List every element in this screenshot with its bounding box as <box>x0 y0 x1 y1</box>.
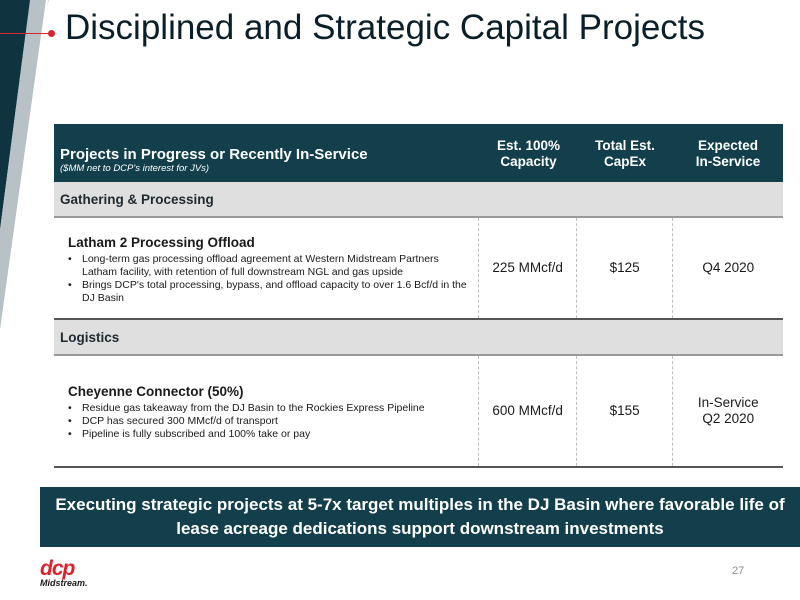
project-bullets: Long-term gas processing offload agreeme… <box>68 253 472 305</box>
logo-subtitle: Midstream. <box>40 578 88 588</box>
company-logo: dcp Midstream. <box>40 557 100 589</box>
project-name: Latham 2 Processing Offload <box>68 235 255 250</box>
project-name: Cheyenne Connector (50%) <box>68 384 244 399</box>
logo-word: dcp <box>40 557 75 580</box>
summary-banner: Executing strategic projects at 5-7x tar… <box>40 487 800 547</box>
section-logistics: Logistics <box>54 320 783 356</box>
page-number: 27 <box>732 565 745 577</box>
header-capex-line2: CapEx <box>603 154 647 169</box>
in-service-cell: Q4 2020 <box>672 218 783 318</box>
in-service-line2: Q2 2020 <box>702 411 755 426</box>
page-title: Disciplined and Strategic Capital Projec… <box>65 8 706 47</box>
project-description: Latham 2 Processing Offload Long-term ga… <box>54 218 478 318</box>
project-description: Cheyenne Connector (50%) Residue gas tak… <box>54 356 478 466</box>
bullet-item: Pipeline is fully subscribed and 100% ta… <box>68 428 472 441</box>
in-service-cell: In-Service Q2 2020 <box>672 356 783 466</box>
section-gathering-processing: Gathering & Processing <box>54 182 783 218</box>
capex-cell: $155 <box>575 356 673 466</box>
table-row: Cheyenne Connector (50%) Residue gas tak… <box>54 356 783 468</box>
project-bullets: Residue gas takeaway from the DJ Basin t… <box>68 402 472 441</box>
capacity-cell: 225 MMcf/d <box>478 218 576 318</box>
header-title-cell: Projects in Progress or Recently In-Serv… <box>54 124 480 182</box>
header-capacity: Est. 100% Capacity <box>480 124 577 182</box>
header-title: Projects in Progress or Recently In-Serv… <box>60 146 368 163</box>
header-in-service-line2: In-Service <box>695 154 761 169</box>
table-row: Latham 2 Processing Offload Long-term ga… <box>54 218 783 320</box>
header-capex: Total Est. CapEx <box>577 124 673 182</box>
header-subtitle: ($MM net to DCP's interest for JVs) <box>60 163 210 174</box>
summary-banner-text: Executing strategic projects at 5-7x tar… <box>55 495 785 538</box>
table-header: Projects in Progress or Recently In-Serv… <box>54 124 783 182</box>
header-in-service: Expected In-Service <box>673 124 783 182</box>
header-capacity-line2: Capacity <box>500 154 557 169</box>
bullet-item: Residue gas takeaway from the DJ Basin t… <box>68 402 472 415</box>
title-accent-dot <box>48 30 55 37</box>
header-capacity-line1: Est. 100% <box>496 138 561 153</box>
bullet-item: Brings DCP's total processing, bypass, a… <box>68 279 472 305</box>
title-accent-line <box>0 33 52 34</box>
projects-table: Projects in Progress or Recently In-Serv… <box>54 124 783 468</box>
in-service-line1: Q4 2020 <box>702 260 755 275</box>
bullet-item: DCP has secured 300 MMcf/d of transport <box>68 415 472 428</box>
header-in-service-line1: Expected <box>697 138 759 153</box>
capex-cell: $125 <box>575 218 673 318</box>
in-service-line1: In-Service <box>697 395 759 410</box>
bullet-item: Long-term gas processing offload agreeme… <box>68 253 472 279</box>
side-band-lower <box>0 0 48 345</box>
capacity-cell: 600 MMcf/d <box>478 356 576 466</box>
header-capex-line1: Total Est. <box>595 138 655 153</box>
